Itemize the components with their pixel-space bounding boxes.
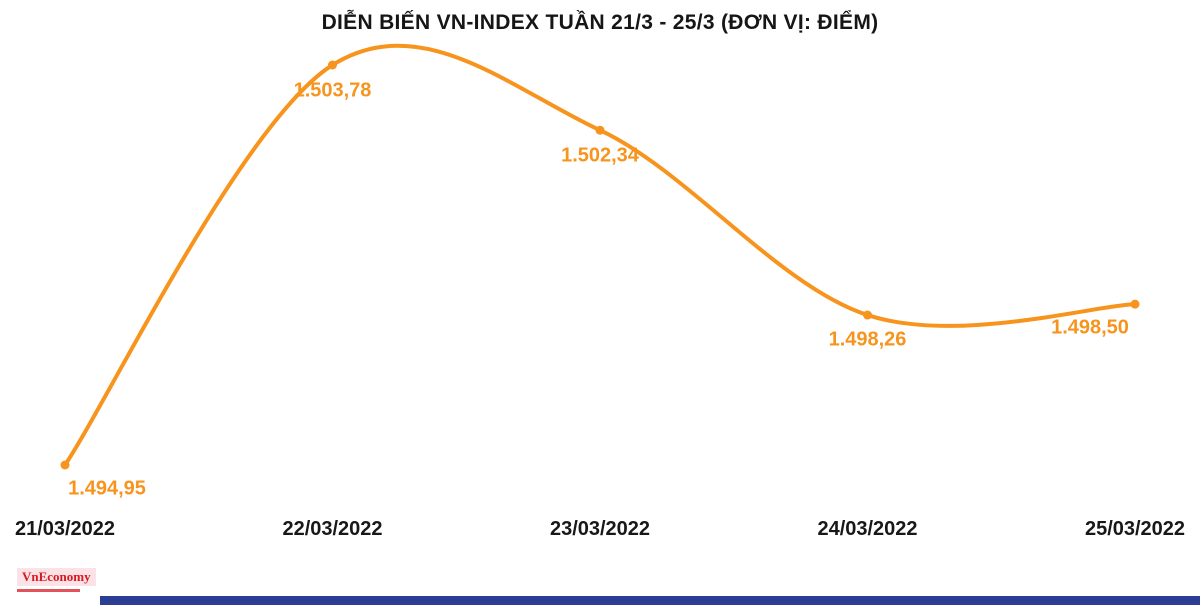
data-point-label: 1.503,78 — [293, 79, 372, 102]
data-point-marker — [60, 460, 70, 470]
data-point-marker — [1130, 299, 1140, 309]
chart-title: DIỄN BIẾN VN-INDEX TUẦN 21/3 - 25/3 (ĐƠN… — [321, 11, 879, 34]
x-axis-label: 25/03/2022 — [1084, 518, 1186, 540]
data-point-marker — [595, 125, 605, 135]
data-point-marker — [863, 310, 872, 320]
data-point-label: 1.498,50 — [1051, 316, 1129, 339]
data-point-label: 1.502,34 — [561, 144, 639, 167]
data-point-label: 1.494,95 — [68, 477, 146, 500]
x-axis-label: 24/03/2022 — [817, 518, 918, 540]
logo-tagline-decoration — [17, 589, 80, 592]
x-axis-label: 22/03/2022 — [282, 518, 383, 540]
footer-bar — [100, 596, 1200, 605]
data-point-label: 1.498,26 — [828, 328, 907, 351]
x-axis-label: 23/03/2022 — [549, 518, 651, 540]
vn-index-line — [63, 43, 1137, 467]
vneconomy-logo: VnEconomy — [17, 568, 96, 586]
data-point-marker — [328, 60, 337, 70]
x-axis-label: 21/03/2022 — [14, 518, 116, 540]
